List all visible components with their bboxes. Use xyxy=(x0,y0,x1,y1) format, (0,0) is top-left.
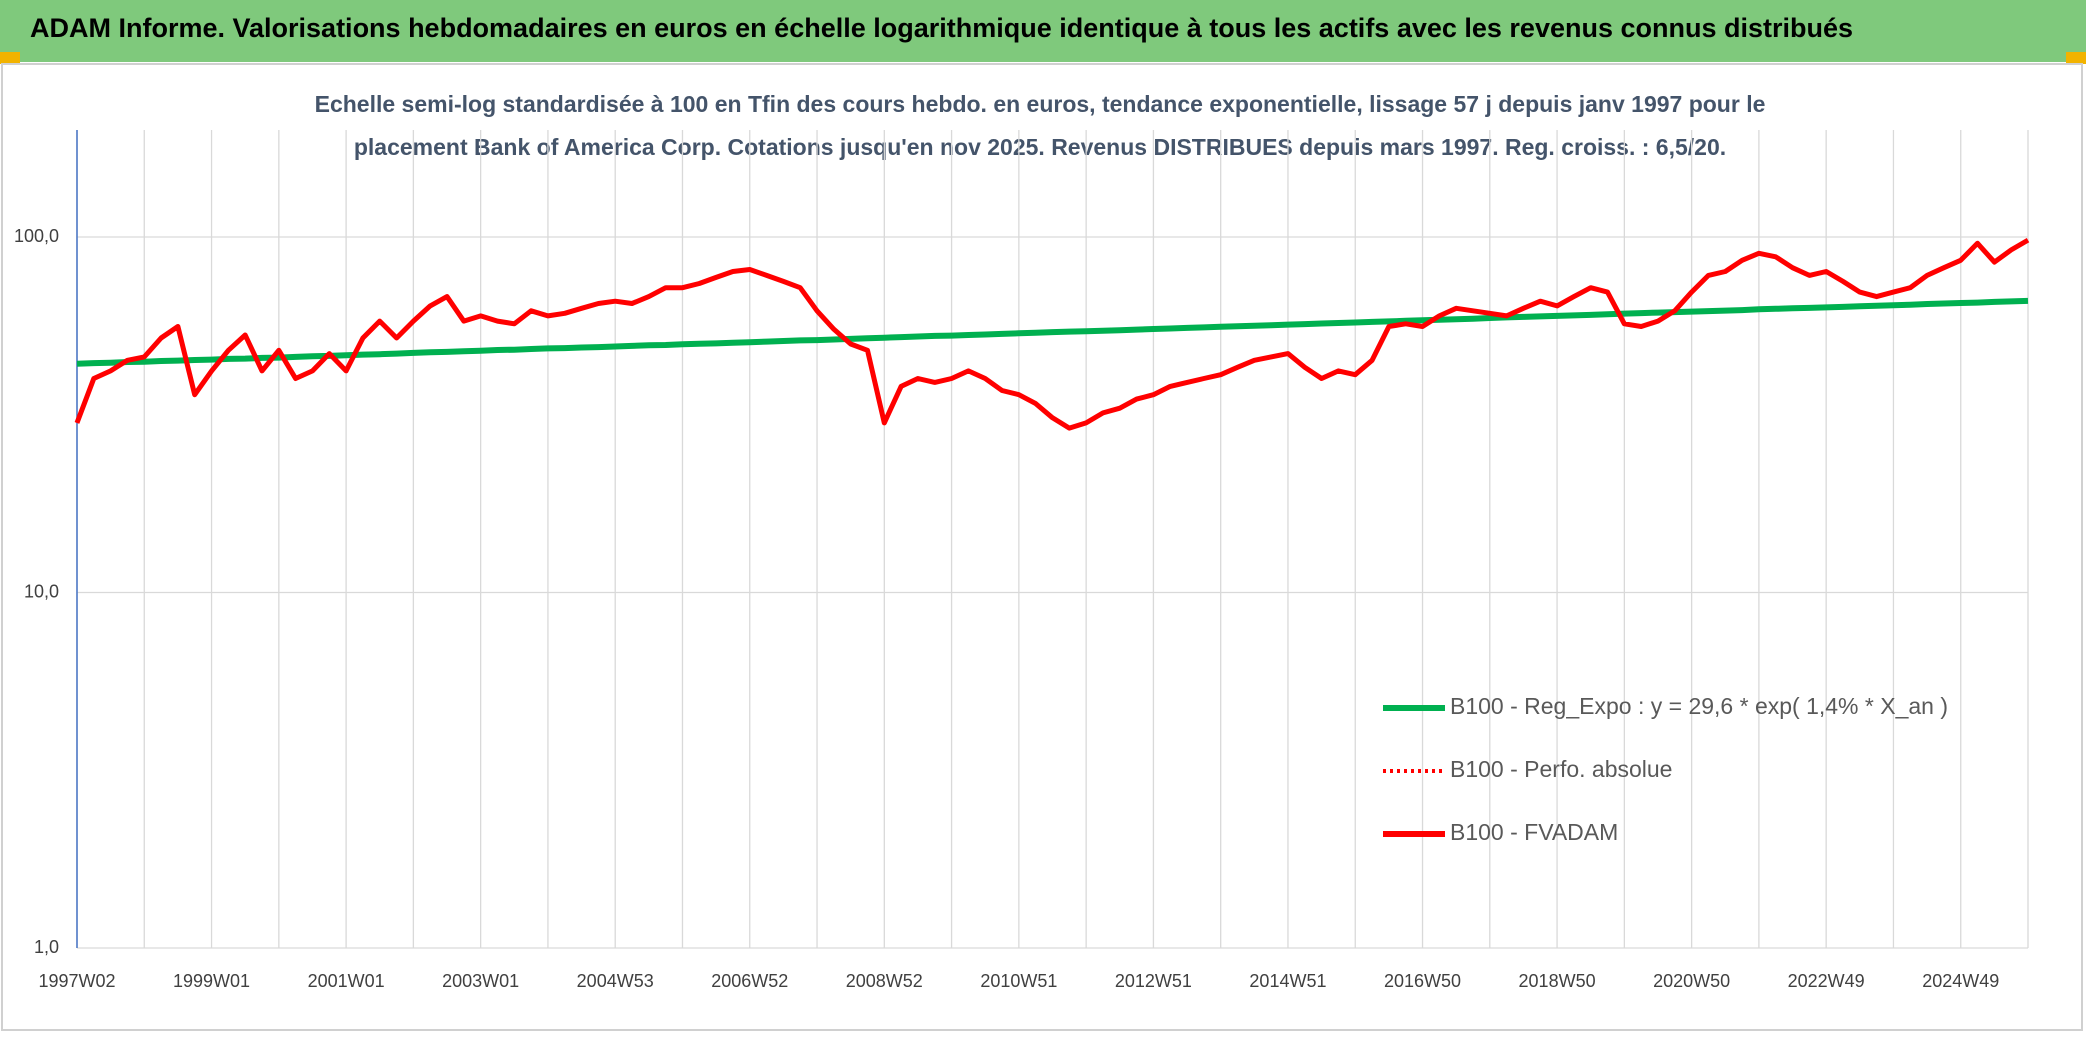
chart-subtitle: Echelle semi-log standardisée à 100 en T… xyxy=(315,91,1766,117)
x-tick-label: 2020W50 xyxy=(1653,971,1730,991)
x-tick-label: 2006W52 xyxy=(711,971,788,991)
x-tick-label: 2001W01 xyxy=(308,971,385,991)
corner-mark xyxy=(0,52,20,64)
frame xyxy=(1,63,2083,1031)
series-line xyxy=(74,237,2030,431)
series-line xyxy=(76,297,2029,367)
legend-label: B100 - Reg_Expo : y = 29,6 * exp( 1,4% *… xyxy=(1450,693,1948,719)
y-tick-label: 100,0 xyxy=(14,226,59,246)
x-tick-label: 2014W51 xyxy=(1249,971,1326,991)
x-tick-label: 2024W49 xyxy=(1922,971,1999,991)
x-tick-label: 2008W52 xyxy=(846,971,923,991)
x-tick-label: 2016W50 xyxy=(1384,971,1461,991)
chart-subtitle: placement Bank of America Corp. Cotation… xyxy=(354,134,1726,160)
x-tick-label: 2022W49 xyxy=(1788,971,1865,991)
x-tick-label: 2012W51 xyxy=(1115,971,1192,991)
legend-label: B100 - Perfo. absolue xyxy=(1450,756,1672,782)
x-tick-label: 1999W01 xyxy=(173,971,250,991)
y-tick-label: 1,0 xyxy=(34,937,59,957)
y-tick-label: 10,0 xyxy=(24,581,59,601)
header-bar xyxy=(0,0,2086,62)
x-tick-label: 2018W50 xyxy=(1519,971,1596,991)
legend-label: B100 - FVADAM xyxy=(1450,819,1618,845)
x-tick-label: 2010W51 xyxy=(980,971,1057,991)
x-tick-label: 2003W01 xyxy=(442,971,519,991)
corner-mark xyxy=(2066,52,2086,64)
x-tick-label: 1997W02 xyxy=(38,971,115,991)
x-tick-label: 2004W53 xyxy=(577,971,654,991)
chart-title: ADAM Informe. Valorisations hebdomadaire… xyxy=(30,13,1853,43)
